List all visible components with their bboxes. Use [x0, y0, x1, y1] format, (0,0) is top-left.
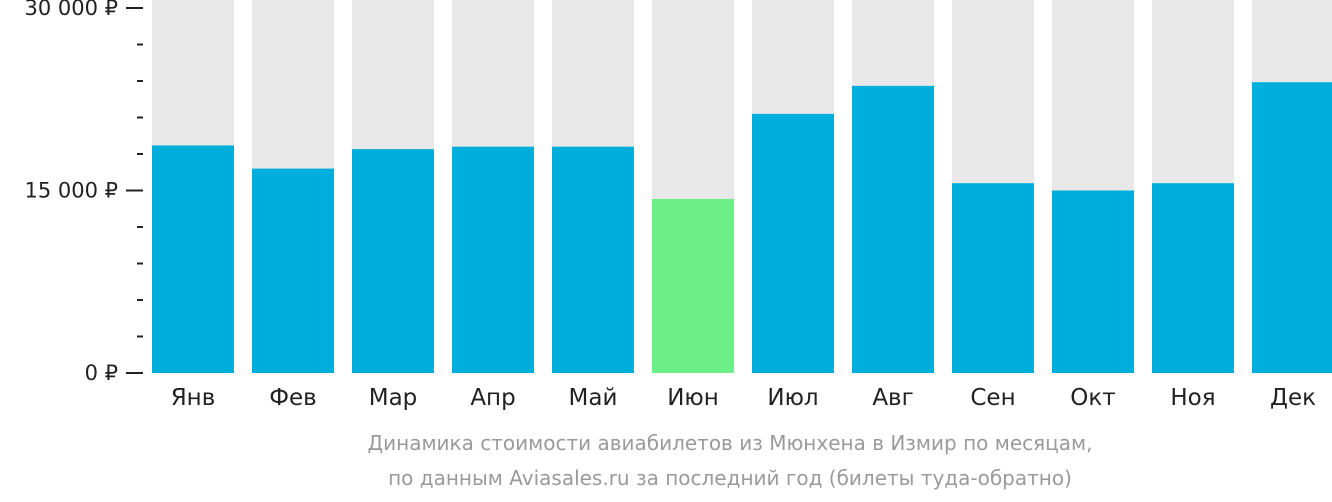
x-tick-label: Янв [171, 385, 216, 411]
x-axis: Янв Фев Мар Апр Май Июн Июл Авг Сен Окт Ноя Дек [171, 385, 1316, 411]
bar [252, 168, 334, 373]
x-tick-label: Дек [1270, 385, 1316, 411]
bar [1052, 190, 1134, 373]
x-tick-label: Сен [970, 385, 1015, 411]
y-tick-label: 0 ₽ [85, 361, 118, 385]
x-tick-label: Июл [767, 385, 818, 411]
bar [1252, 82, 1332, 373]
bar [552, 146, 634, 373]
y-axis: 0 ₽ 15 000 ₽ 30 000 ₽ [24, 0, 143, 385]
y-tick-label: 15 000 ₽ [24, 179, 118, 203]
chart-caption-line-1: Динамика стоимости авиабилетов из Мюнхен… [367, 431, 1093, 455]
x-tick-label: Июн [667, 385, 719, 411]
chart-caption-line-2: по данным Aviasales.ru за последний год … [388, 466, 1072, 490]
bar [1152, 183, 1234, 373]
x-tick-label: Май [569, 385, 618, 411]
bar [352, 149, 434, 373]
bar [452, 146, 534, 373]
x-tick-label: Мар [369, 385, 418, 411]
bar [952, 183, 1034, 373]
bar [652, 199, 734, 373]
x-tick-label: Окт [1070, 385, 1115, 411]
x-tick-label: Фев [269, 385, 317, 411]
x-tick-label: Апр [470, 385, 515, 411]
y-tick-label: 30 000 ₽ [24, 0, 118, 20]
bar [852, 85, 934, 373]
bars [152, 82, 1332, 373]
bar [752, 113, 834, 373]
x-tick-label: Ноя [1170, 385, 1215, 411]
bar [152, 145, 234, 373]
x-tick-label: Авг [872, 385, 913, 411]
